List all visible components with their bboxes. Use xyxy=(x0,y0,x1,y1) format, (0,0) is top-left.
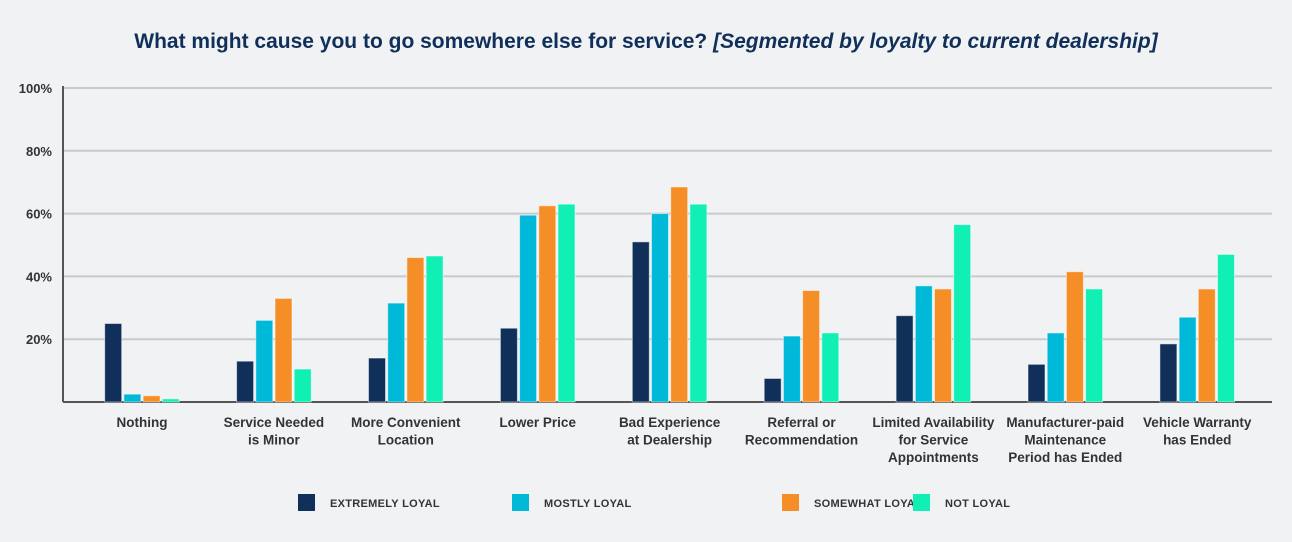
x-tick-label-line: Manufacturer-paid xyxy=(1006,415,1124,430)
x-tick-label-line: Service Needed xyxy=(224,415,325,430)
bar-not-loyal xyxy=(689,203,708,403)
bar-somewhat-loyal xyxy=(670,186,689,403)
y-tick-label: 20% xyxy=(26,332,52,347)
x-tick-label-line: Lower Price xyxy=(499,415,576,430)
x-tick-label: Nothing xyxy=(117,415,168,430)
bar-not-loyal xyxy=(425,255,444,403)
legend-label: NOT LOYAL xyxy=(945,498,1010,510)
bar-somewhat-loyal xyxy=(538,205,557,403)
legend-label: SOMEWHAT LOYAL xyxy=(814,498,922,510)
bar-not-loyal xyxy=(1085,288,1104,403)
bar-mostly-loyal xyxy=(255,319,274,403)
x-tick-label: More Convenient Location xyxy=(351,415,461,448)
x-tick-label: Service Needed is Minor xyxy=(224,415,325,448)
bar-mostly-loyal xyxy=(782,335,801,403)
x-tick-label-line: Limited Availability xyxy=(872,415,995,430)
x-tick-label: Limited Availability for Service Appointme… xyxy=(872,415,995,465)
x-tick-label-line: More Convenient xyxy=(351,415,461,430)
bar-not-loyal xyxy=(1217,253,1235,403)
bar-mostly-loyal xyxy=(519,214,538,403)
legend-label: MOSTLY LOYAL xyxy=(544,498,632,510)
bar-somewhat-loyal xyxy=(406,257,425,403)
bar-extremely-loyal xyxy=(895,315,914,403)
bar-mostly-loyal xyxy=(1046,332,1065,403)
legend-swatch xyxy=(782,494,799,511)
chart-title: What might cause you to go somewhere els… xyxy=(0,30,1292,54)
x-tick-label-line: is Minor xyxy=(248,433,300,448)
bar-mostly-loyal xyxy=(1178,316,1197,403)
bar-somewhat-loyal xyxy=(934,288,952,403)
bar-not-loyal xyxy=(557,203,576,403)
x-tick-label-line: Vehicle Warranty xyxy=(1143,415,1252,430)
x-tick-label-line: Bad Experience xyxy=(619,415,721,430)
y-tick-label: 100% xyxy=(19,81,53,96)
x-tick-label: Bad Experience at Dealership xyxy=(619,415,721,448)
bar-mostly-loyal xyxy=(387,302,406,403)
x-tick-label: Manufacturer-paid Maintenance Period has E… xyxy=(1006,415,1124,465)
bar-extremely-loyal xyxy=(104,323,123,403)
x-tick-label-line: Maintenance xyxy=(1024,433,1106,448)
bar-mostly-loyal xyxy=(914,285,933,403)
legend-label: EXTREMELY LOYAL xyxy=(330,498,440,510)
x-tick-label-line: for Service xyxy=(899,433,969,448)
bar-extremely-loyal xyxy=(236,360,255,403)
bar-somewhat-loyal xyxy=(1197,288,1216,403)
bar-not-loyal xyxy=(953,224,972,403)
bar-extremely-loyal xyxy=(763,377,782,403)
bar-somewhat-loyal xyxy=(142,395,161,403)
bar-extremely-loyal xyxy=(368,357,386,403)
x-tick-label-line: Recommendation xyxy=(745,433,858,448)
bar-extremely-loyal xyxy=(1159,343,1178,403)
y-tick-label: 40% xyxy=(26,269,52,284)
x-tick-label: Lower Price xyxy=(499,415,576,430)
legend-swatch xyxy=(298,494,315,511)
bar-mostly-loyal xyxy=(651,213,669,403)
x-tick-label-line: Nothing xyxy=(117,415,168,430)
bar-not-loyal xyxy=(161,398,180,403)
bar-extremely-loyal xyxy=(631,241,650,403)
title-main: What might cause you to go somewhere els… xyxy=(134,30,708,53)
bar-not-loyal xyxy=(293,368,312,403)
bar-extremely-loyal xyxy=(1027,363,1046,403)
bar-somewhat-loyal xyxy=(802,290,821,403)
y-tick-label: 80% xyxy=(26,144,52,159)
bar-somewhat-loyal xyxy=(1065,271,1084,403)
x-tick-label-line: Location xyxy=(378,433,434,448)
legend-swatch xyxy=(913,494,930,511)
bar-mostly-loyal xyxy=(123,393,142,403)
bar-somewhat-loyal xyxy=(274,297,293,403)
x-tick-label-line: has Ended xyxy=(1163,433,1231,448)
bar-extremely-loyal xyxy=(499,327,518,403)
x-tick-label: Vehicle Warranty has Ended xyxy=(1143,415,1252,448)
legend-swatch xyxy=(512,494,529,511)
x-tick-label: Referral or Recommendation xyxy=(745,415,858,448)
x-tick-label-line: Appointments xyxy=(888,450,979,465)
x-tick-label-line: at Dealership xyxy=(627,433,712,448)
title-subtitle: [Segmented by loyalty to current dealers… xyxy=(713,30,1158,53)
bar-not-loyal xyxy=(821,332,840,403)
x-tick-label-line: Period has Ended xyxy=(1008,450,1122,465)
x-tick-label-line: Referral or xyxy=(767,415,836,430)
y-tick-label: 60% xyxy=(26,207,52,222)
